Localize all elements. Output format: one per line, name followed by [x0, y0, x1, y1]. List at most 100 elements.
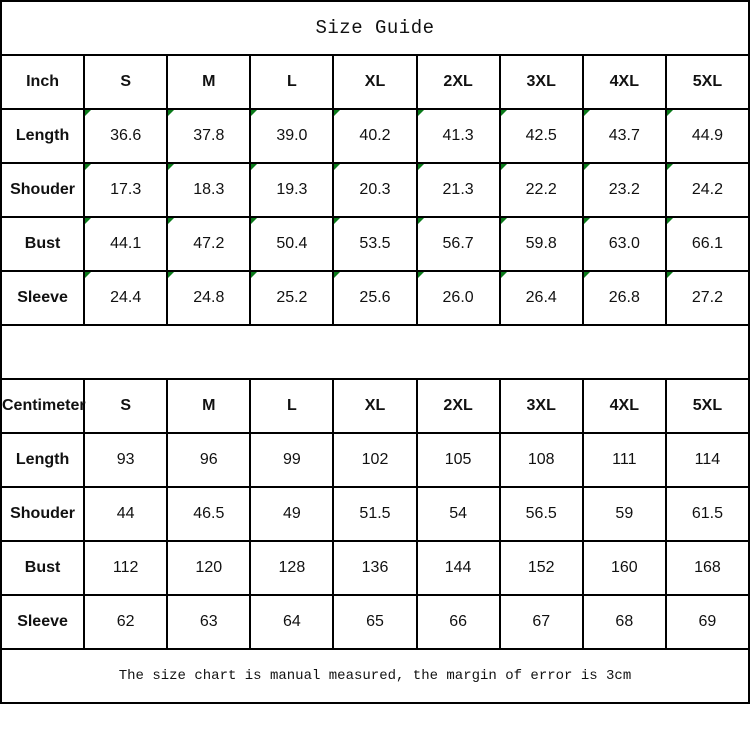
- measurement-value: 168: [664, 540, 751, 596]
- measurement-value: 63.0: [581, 216, 667, 272]
- measurement-value: 43.7: [581, 108, 667, 164]
- measurement-value: 59: [581, 486, 667, 542]
- size-header: M: [166, 54, 252, 110]
- measurement-value: 93: [83, 432, 169, 488]
- measurement-value: 63: [166, 594, 252, 650]
- measurement-value: 105: [415, 432, 501, 488]
- measurement-value: 37.8: [166, 108, 252, 164]
- size-header: 4XL: [581, 54, 667, 110]
- unit-header: Inch: [0, 54, 86, 110]
- measurement-value: 152: [498, 540, 584, 596]
- title-row: Size Guide: [0, 0, 750, 56]
- measurement-value: 21.3: [415, 162, 501, 218]
- measurement-value: 108: [498, 432, 584, 488]
- measurement-value: 64: [249, 594, 335, 650]
- measurement-value: 44: [83, 486, 169, 542]
- measurement-label: Sleeve: [0, 270, 86, 326]
- measurement-row: Sleeve 62 63 64 65 66 67 68 69: [0, 594, 751, 650]
- measurement-label: Length: [0, 432, 86, 488]
- size-header: XL: [332, 54, 418, 110]
- measurement-label: Shouder: [0, 162, 86, 218]
- measurement-row: Sleeve 24.4 24.8 25.2 25.6 26.0 26.4 26.8 27.2: [0, 270, 751, 326]
- measurement-value: 56.5: [498, 486, 584, 542]
- table-title: Size Guide: [0, 0, 750, 56]
- measurement-value: 39.0: [249, 108, 335, 164]
- measurement-row: Length 93 96 99 102 105 108 111 114: [0, 432, 751, 488]
- inch-header-row: Inch S M L XL 2XL 3XL 4XL 5XL: [0, 54, 751, 110]
- size-header: 4XL: [581, 378, 667, 434]
- measurement-value: 96: [166, 432, 252, 488]
- measurement-label: Bust: [0, 540, 86, 596]
- measurement-value: 56.7: [415, 216, 501, 272]
- measurement-value: 144: [415, 540, 501, 596]
- measurement-value: 67: [498, 594, 584, 650]
- measurement-row: Length 36.6 37.8 39.0 40.2 41.3 42.5 43.7 44.9: [0, 108, 751, 164]
- measurement-value: 36.6: [83, 108, 169, 164]
- measurement-label: Length: [0, 108, 86, 164]
- measurement-value: 50.4: [249, 216, 335, 272]
- measurement-label: Shouder: [0, 486, 86, 542]
- measurement-label: Sleeve: [0, 594, 86, 650]
- size-header: 2XL: [415, 378, 501, 434]
- measurement-row: Shouder 44 46.5 49 51.5 54 56.5 59 61.5: [0, 486, 751, 542]
- measurement-value: 17.3: [83, 162, 169, 218]
- size-header: L: [249, 378, 335, 434]
- measurement-value: 25.6: [332, 270, 418, 326]
- measurement-value: 47.2: [166, 216, 252, 272]
- spacer-row: [0, 324, 750, 380]
- measurement-value: 27.2: [664, 270, 751, 326]
- measurement-value: 62: [83, 594, 169, 650]
- measurement-value: 128: [249, 540, 335, 596]
- measurement-row: Bust 112 120 128 136 144 152 160 168: [0, 540, 751, 596]
- measurement-value: 68: [581, 594, 667, 650]
- measurement-value: 23.2: [581, 162, 667, 218]
- footer-note: The size chart is manual measured, the m…: [0, 648, 750, 704]
- measurement-value: 18.3: [166, 162, 252, 218]
- measurement-value: 22.2: [498, 162, 584, 218]
- measurement-value: 53.5: [332, 216, 418, 272]
- measurement-value: 24.8: [166, 270, 252, 326]
- measurement-value: 20.3: [332, 162, 418, 218]
- measurement-value: 24.4: [83, 270, 169, 326]
- measurement-value: 99: [249, 432, 335, 488]
- measurement-value: 65: [332, 594, 418, 650]
- size-header: 3XL: [498, 54, 584, 110]
- measurement-value: 41.3: [415, 108, 501, 164]
- measurement-value: 26.0: [415, 270, 501, 326]
- footer-row: The size chart is manual measured, the m…: [0, 648, 750, 704]
- size-header: 2XL: [415, 54, 501, 110]
- measurement-value: 42.5: [498, 108, 584, 164]
- measurement-value: 160: [581, 540, 667, 596]
- measurement-value: 66: [415, 594, 501, 650]
- measurement-value: 120: [166, 540, 252, 596]
- size-guide-table: Size Guide Inch S M L XL 2XL 3XL 4XL 5XL Length 36.…: [0, 0, 751, 704]
- size-header: 3XL: [498, 378, 584, 434]
- size-header: L: [249, 54, 335, 110]
- size-header: 5XL: [664, 378, 751, 434]
- measurement-value: 44.9: [664, 108, 751, 164]
- measurement-value: 51.5: [332, 486, 418, 542]
- measurement-row: Bust 44.1 47.2 50.4 53.5 56.7 59.8 63.0 66.1: [0, 216, 751, 272]
- measurement-value: 26.4: [498, 270, 584, 326]
- unit-header: Centimeter: [0, 378, 86, 434]
- measurement-row: Shouder 17.3 18.3 19.3 20.3 21.3 22.2 23.2 24.2: [0, 162, 751, 218]
- measurement-value: 54: [415, 486, 501, 542]
- measurement-value: 26.8: [581, 270, 667, 326]
- size-header: S: [83, 378, 169, 434]
- measurement-value: 61.5: [664, 486, 751, 542]
- measurement-value: 24.2: [664, 162, 751, 218]
- cm-header-row: Centimeter S M L XL 2XL 3XL 4XL 5XL: [0, 378, 751, 434]
- measurement-label: Bust: [0, 216, 86, 272]
- size-header: 5XL: [664, 54, 751, 110]
- size-header: M: [166, 378, 252, 434]
- measurement-value: 111: [581, 432, 667, 488]
- measurement-value: 46.5: [166, 486, 252, 542]
- measurement-value: 19.3: [249, 162, 335, 218]
- measurement-value: 25.2: [249, 270, 335, 326]
- measurement-value: 112: [83, 540, 169, 596]
- measurement-value: 44.1: [83, 216, 169, 272]
- size-header: S: [83, 54, 169, 110]
- measurement-value: 59.8: [498, 216, 584, 272]
- blank-cell: [0, 324, 750, 380]
- measurement-value: 40.2: [332, 108, 418, 164]
